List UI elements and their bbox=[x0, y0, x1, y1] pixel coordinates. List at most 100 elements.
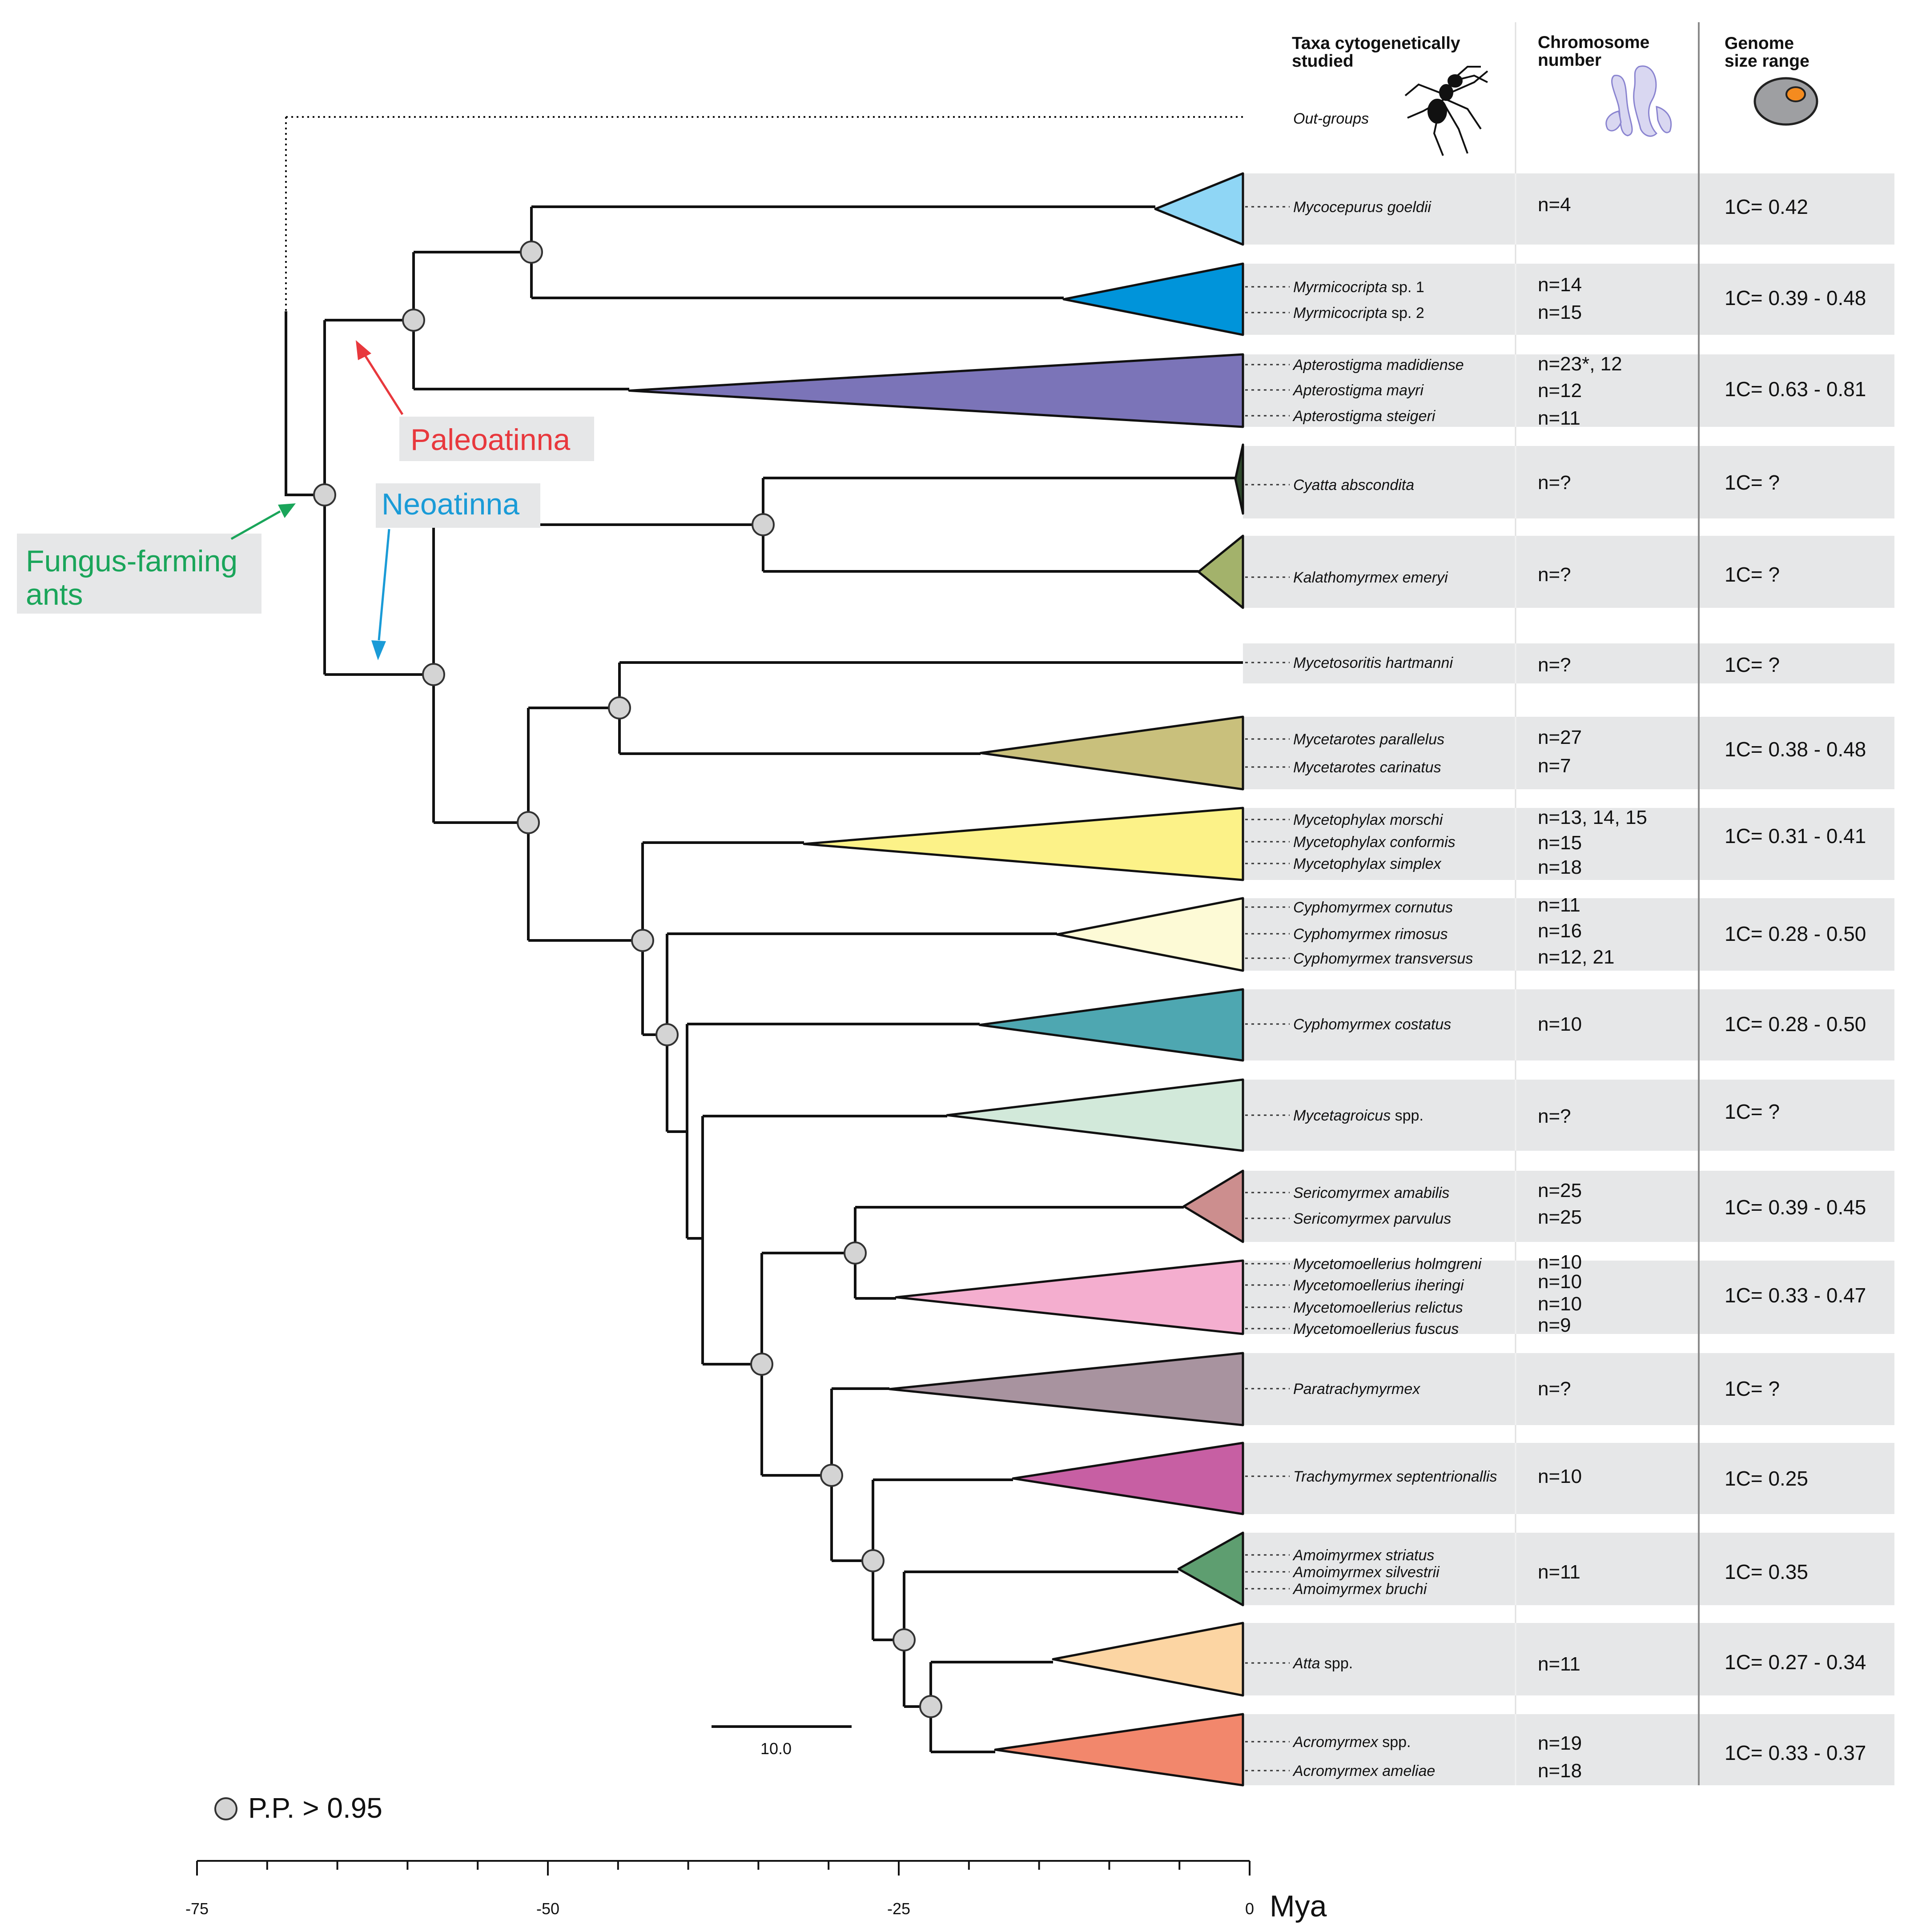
clade-triangle bbox=[978, 988, 1244, 1062]
clade-row-band bbox=[1243, 446, 1894, 518]
clade-row-band bbox=[1243, 1623, 1894, 1695]
chromosome-number: n=12, 21 bbox=[1538, 946, 1615, 968]
taxon-name-suffix: sp. 2 bbox=[1387, 305, 1424, 321]
genome-size: 1C= 0.33 - 0.37 bbox=[1725, 1741, 1866, 1764]
taxon-name-italic: Myrmicocripta bbox=[1293, 279, 1387, 296]
taxon-name: Cyphomyrmex cornutus bbox=[1293, 899, 1453, 916]
taxon-name: Mycetophylax simplex bbox=[1293, 856, 1442, 872]
clade-row-band bbox=[1243, 173, 1894, 245]
chromosome-number: n=? bbox=[1538, 1378, 1571, 1400]
clade-triangle bbox=[628, 353, 1244, 428]
taxon-name: Mycetarotes parallelus bbox=[1293, 731, 1444, 748]
chromosome-number: n=27 bbox=[1538, 727, 1582, 748]
axis-unit: Mya bbox=[1270, 1889, 1327, 1923]
header-taxa: Taxa cytogenetically studied bbox=[1292, 34, 1460, 71]
taxon-name-italic: Mycetophylax morschi bbox=[1293, 811, 1444, 828]
chromosome-number: n=? bbox=[1538, 1105, 1571, 1127]
neoatinna-label: Neoatinna bbox=[382, 487, 519, 521]
taxon-name: Mycetarotes carinatus bbox=[1293, 759, 1441, 776]
header-genome: Genome size range bbox=[1725, 34, 1809, 71]
genome-size: 1C= 0.33 - 0.47 bbox=[1725, 1284, 1866, 1307]
taxon-name: Amoimyrmex striatus bbox=[1292, 1547, 1434, 1564]
axis-tick-label: 0 bbox=[1245, 1900, 1254, 1918]
taxon-name: Mycetomoellerius holmgreni bbox=[1293, 1256, 1482, 1273]
fungus-label-bg bbox=[17, 534, 261, 614]
taxon-name-italic: Cyatta abscondita bbox=[1293, 477, 1414, 494]
support-nodes bbox=[313, 241, 942, 1718]
node-2033 bbox=[893, 1628, 916, 1651]
genome-size: 1C= ? bbox=[1725, 653, 1780, 676]
chromosome-number: n=13, 14, 15 bbox=[1538, 807, 1647, 828]
clade-triangle bbox=[1182, 1169, 1244, 1243]
taxon-name-italic: Mycetomoellerius holmgreni bbox=[1293, 1256, 1482, 1273]
clade-triangle bbox=[1062, 262, 1244, 336]
taxon-name: Myrmicocripta sp. 1 bbox=[1293, 279, 1424, 296]
chromosome-number: n=7 bbox=[1538, 755, 1571, 777]
fungus-farming-annotation: Fungus-farming ants bbox=[17, 503, 296, 614]
taxon-name: Acromyrmex ameliae bbox=[1292, 1763, 1435, 1779]
taxon-name: Amoimyrmex silvestrii bbox=[1292, 1564, 1440, 1581]
node-1963 bbox=[861, 1549, 885, 1572]
clade-row-band bbox=[1243, 536, 1894, 608]
genome-size: 1C= ? bbox=[1725, 1377, 1780, 1400]
taxon-name: Mycetosoritis hartmanni bbox=[1293, 655, 1453, 671]
clade-row-band bbox=[1243, 1080, 1894, 1151]
taxon-name-italic: Amoimyrmex bruchi bbox=[1292, 1581, 1427, 1598]
ant-icon bbox=[1404, 66, 1488, 156]
taxon-name: Myrmicocripta sp. 2 bbox=[1293, 305, 1424, 321]
taxon-name-italic: Mycetosoritis hartmanni bbox=[1293, 655, 1453, 671]
genome-size: 1C= 0.28 - 0.50 bbox=[1725, 922, 1866, 945]
header-genome-line2: size range bbox=[1725, 52, 1809, 71]
chromosome-number: n=11 bbox=[1538, 1561, 1580, 1583]
chromosome-icon bbox=[1605, 65, 1672, 137]
taxon-name: Paratrachymyrmex bbox=[1293, 1381, 1420, 1398]
node-1188 bbox=[517, 811, 540, 834]
fungus-arrow-line bbox=[230, 510, 281, 540]
header-chromosome-line2: number bbox=[1538, 51, 1601, 70]
taxon-name-italic: Mycetomoellerius relictus bbox=[1293, 1299, 1463, 1316]
taxon-name-italic: Sericomyrmex amabilis bbox=[1293, 1185, 1449, 1201]
taxon-name: Sericomyrmex amabilis bbox=[1293, 1185, 1449, 1201]
fungus-label-line1: Fungus-farming bbox=[26, 544, 237, 578]
genome-size: 1C= 0.42 bbox=[1725, 195, 1808, 218]
taxon-name-italic: Cyphomyrmex transversus bbox=[1293, 950, 1473, 967]
chromosome-number: n=14 bbox=[1538, 274, 1582, 296]
genome-size: 1C= 0.31 - 0.41 bbox=[1725, 824, 1866, 848]
clade-row-band bbox=[1243, 1261, 1894, 1334]
taxon-name-italic: Mycetophylax conformis bbox=[1293, 834, 1456, 851]
taxon-name: Kalathomyrmex emeryi bbox=[1293, 569, 1448, 586]
chromosome-number: n=19 bbox=[1538, 1732, 1582, 1754]
chromosome-number: n=10 bbox=[1538, 1293, 1582, 1315]
clade-triangle bbox=[1234, 443, 1244, 515]
chromosome-number: n=4 bbox=[1538, 194, 1571, 216]
taxon-name: Mycetomoellerius relictus bbox=[1293, 1299, 1463, 1316]
taxon-name-italic: Cyphomyrmex rimosus bbox=[1293, 926, 1448, 943]
chromosome-number: n=? bbox=[1538, 654, 1571, 676]
chromosome-number: n=23*, 12 bbox=[1538, 353, 1622, 375]
node-fungus-farming bbox=[313, 483, 336, 506]
genome-size: 1C= 0.63 - 0.81 bbox=[1725, 378, 1866, 401]
taxon-name-italic: Amoimyrmex silvestrii bbox=[1292, 1564, 1440, 1581]
paleoatinna-label-bg bbox=[399, 417, 594, 461]
node-sericomyrmex-mycetomoellerius bbox=[844, 1241, 867, 1265]
taxon-name-italic: Apterostigma madidiense bbox=[1292, 357, 1464, 374]
genome-size: 1C= ? bbox=[1725, 563, 1780, 586]
genome-size: 1C= ? bbox=[1725, 1100, 1780, 1123]
taxon-name: Apterostigma madidiense bbox=[1292, 357, 1464, 374]
paleoatinna-arrow-head bbox=[356, 340, 371, 360]
chromosome-number: n=? bbox=[1538, 564, 1571, 586]
taxon-name: Mycetagroicus spp. bbox=[1293, 1107, 1423, 1124]
chromosome-number: n=15 bbox=[1538, 832, 1582, 854]
taxon-name: Mycetophylax morschi bbox=[1293, 811, 1444, 828]
clade-triangle bbox=[946, 1078, 1244, 1152]
clade-row-band bbox=[1243, 643, 1894, 683]
clade-triangle bbox=[888, 1352, 1244, 1426]
taxon-name-italic: Apterostigma steigeri bbox=[1292, 408, 1436, 425]
clade-triangle bbox=[1154, 172, 1244, 246]
clade-triangle bbox=[1012, 1442, 1244, 1515]
node-1870 bbox=[820, 1464, 843, 1487]
chromosome-number: n=25 bbox=[1538, 1206, 1582, 1228]
taxon-name: Apterostigma steigeri bbox=[1292, 408, 1436, 425]
paleoatinna-label: Paleoatinna bbox=[410, 423, 570, 457]
